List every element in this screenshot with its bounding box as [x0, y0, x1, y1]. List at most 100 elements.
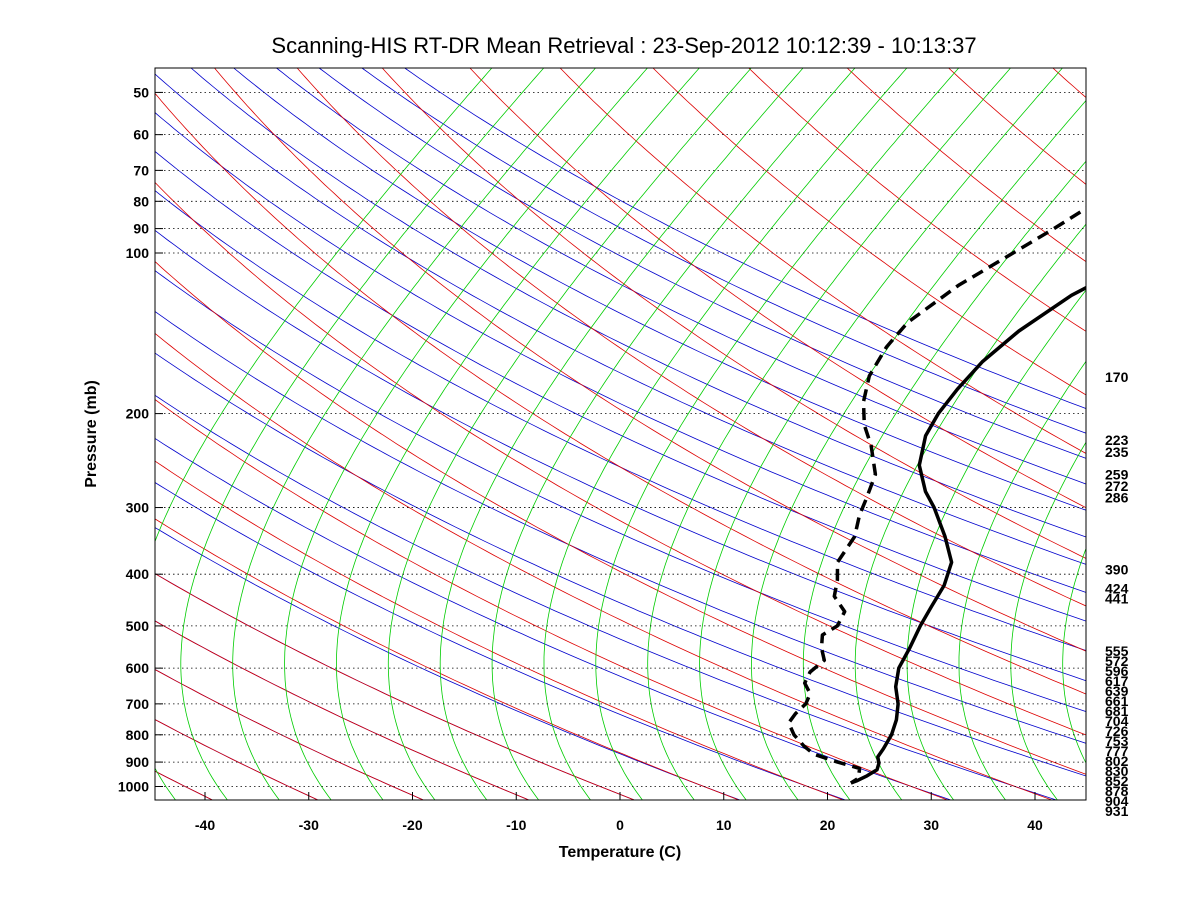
- right-label: 726: [1105, 723, 1129, 739]
- right-label: 639: [1105, 683, 1129, 699]
- right-label: 931: [1105, 803, 1129, 819]
- dry-adiabat-18: [233, 68, 1086, 511]
- moist-adiabat-5: [155, 518, 740, 800]
- dry-adiabat-19: [275, 68, 1086, 485]
- chart-title: Scanning-HIS RT-DR Mean Retrieval : 23-S…: [271, 33, 976, 58]
- y-tick-label: 80: [133, 193, 149, 209]
- mixing-ratio-line-11: [699, 68, 1063, 800]
- right-label: 390: [1105, 561, 1129, 577]
- x-tick-label: -40: [195, 817, 215, 833]
- dry-adiabat-12: [155, 229, 1086, 682]
- mixing-ratio-line-18: [1062, 547, 1086, 764]
- right-label: 424: [1105, 581, 1129, 597]
- x-tick-label: 30: [923, 817, 939, 833]
- dry-adiabat-21: [361, 68, 1086, 434]
- x-tick-label: 40: [1027, 817, 1043, 833]
- right-label: 572: [1105, 653, 1129, 669]
- plot-area: [154, 41, 1200, 801]
- y-tick-label: 700: [126, 696, 150, 712]
- moist-adiabat-6: [155, 460, 845, 800]
- moist-adiabat-7: [155, 399, 949, 800]
- dry-adiabat-20: [318, 68, 1086, 459]
- mixing-ratio-line-20: [1167, 41, 1200, 801]
- right-label: 441: [1105, 591, 1129, 607]
- moist-adiabat-10: [155, 181, 1086, 736]
- dry-adiabat-9: [155, 352, 1086, 777]
- mixing-ratio-line-1: [180, 68, 545, 800]
- dry-adiabat-7: [155, 437, 952, 800]
- x-tick-label: 10: [716, 817, 732, 833]
- y-tick-label: 500: [126, 618, 150, 634]
- background-lines: [155, 41, 1200, 801]
- y-tick-label: 900: [126, 754, 150, 770]
- y-tick-label: 400: [126, 566, 150, 582]
- mixing-ratio-line-9: [595, 68, 960, 800]
- right-label: 704: [1105, 713, 1129, 729]
- x-tick-label: -10: [506, 817, 526, 833]
- right-label: 617: [1105, 673, 1129, 689]
- y-axis-ticks: 50 60 70 80 90 100 200 300 400 500 600 700 800 900 100…: [118, 84, 163, 794]
- dry-adiabat-10: [155, 311, 1086, 744]
- moist-adiabat-12: [213, 68, 1086, 652]
- mixing-ratio-line-17: [1010, 441, 1086, 800]
- right-side-labels: 1702232352592722863904244415555725966176…: [1105, 369, 1129, 819]
- y-tick-label: 100: [126, 245, 150, 261]
- right-label: 223: [1105, 432, 1129, 448]
- x-axis-ticks: -40 -30 -20 -10 0 10 20 30 40: [195, 792, 1043, 833]
- moist-adiabat-13: [296, 68, 1086, 607]
- y-tick-label: 1000: [118, 778, 149, 794]
- moist-adiabat-22: [1130, 41, 1200, 801]
- right-label: 802: [1105, 753, 1129, 769]
- y-tick-label: 800: [126, 727, 150, 743]
- moist-adiabat-2: [155, 669, 425, 800]
- mixing-ratio-line-10: [647, 68, 1012, 800]
- dry-adiabat-16: [155, 73, 1086, 565]
- dry-adiabat-13: [155, 190, 1086, 651]
- moist-adiabat-20: [947, 68, 1086, 185]
- x-axis-label: Temperature (C): [559, 844, 681, 861]
- sounding-line-1: [786, 206, 1086, 785]
- mixing-ratio-line-4: [336, 68, 700, 800]
- dry-adiabat-17: [190, 68, 1086, 538]
- mixing-ratio-line-16: [958, 360, 1086, 800]
- moist-adiabat-11: [155, 92, 1086, 695]
- dry-adiabat-3: [155, 620, 530, 800]
- mixing-ratio-line-6: [439, 68, 804, 800]
- right-label: 830: [1105, 763, 1129, 779]
- right-label: 259: [1105, 467, 1129, 483]
- right-label: 878: [1105, 783, 1129, 799]
- y-tick-label: 600: [126, 660, 150, 676]
- right-label: 235: [1105, 444, 1129, 460]
- right-label: 753: [1105, 733, 1129, 749]
- right-label: 170: [1105, 369, 1129, 385]
- moist-adiabat-18: [748, 68, 1086, 332]
- y-tick-label: 300: [126, 500, 150, 516]
- x-tick-label: 0: [616, 817, 624, 833]
- moist-adiabat-17: [652, 68, 1086, 396]
- moist-adiabat-14: [381, 68, 1086, 559]
- right-label: 272: [1105, 478, 1129, 494]
- moist-adiabat-3: [155, 620, 530, 800]
- mixing-ratio-line-2: [232, 68, 597, 800]
- moist-adiabat-4: [155, 573, 636, 800]
- x-tick-label: -30: [299, 817, 319, 833]
- y-tick-label: 200: [126, 406, 150, 422]
- right-label: 904: [1105, 793, 1129, 809]
- mixing-ratio-line-14: [854, 223, 1086, 800]
- dry-adiabat-6: [155, 481, 847, 800]
- mixing-ratio-line-5: [387, 68, 752, 800]
- sounding-series: [786, 206, 1086, 785]
- dry-adiabat-11: [155, 270, 1086, 713]
- y-tick-label: 50: [133, 84, 149, 100]
- moist-adiabat-19: [846, 68, 1086, 263]
- right-label: 777: [1105, 743, 1129, 759]
- right-label: 852: [1105, 773, 1129, 789]
- moist-adiabat-8: [155, 332, 1053, 800]
- plot-frame: [154, 67, 1087, 801]
- right-label: 596: [1105, 663, 1129, 679]
- right-label: 661: [1105, 693, 1129, 709]
- mixing-ratio-line-0: [155, 68, 493, 800]
- right-label: 555: [1105, 643, 1129, 659]
- right-label: 681: [1105, 703, 1129, 719]
- mixing-ratio-line-7: [491, 68, 856, 800]
